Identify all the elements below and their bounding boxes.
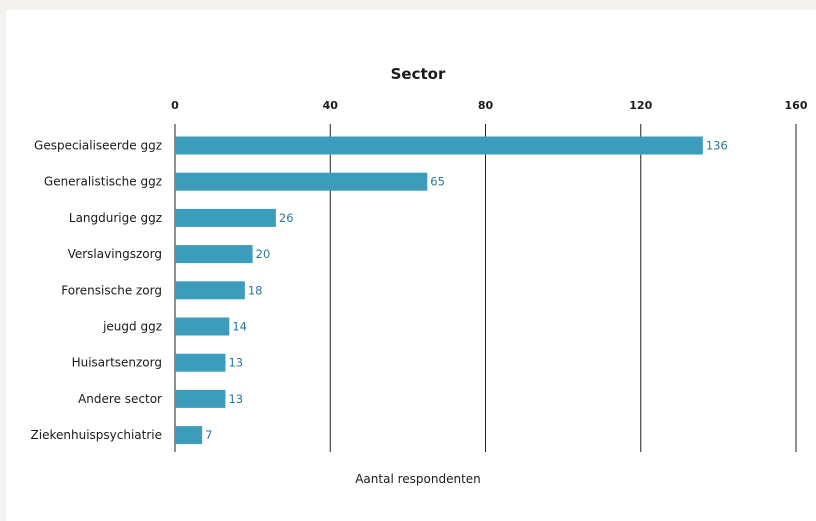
bar	[175, 136, 703, 155]
bar	[175, 426, 203, 445]
category-label: Generalistische ggz	[44, 175, 162, 189]
value-label: 26	[279, 211, 294, 225]
bar	[175, 281, 245, 300]
value-labels: 136 65 26 20 18 14 13 13 7	[205, 139, 728, 443]
x-axis-ticks: 0 40 80 120 160	[171, 99, 808, 112]
category-labels: Gespecialiseerde ggz Generalistische ggz L…	[31, 139, 163, 443]
value-label: 13	[228, 392, 243, 406]
x-tick-label: 80	[478, 99, 494, 112]
x-axis-label: Aantal respondenten	[355, 472, 481, 486]
x-tick-label: 0	[171, 99, 179, 112]
category-label: Langdurige ggz	[69, 211, 162, 225]
category-label: Huisartsenzorg	[72, 356, 162, 370]
chart-title: Sector	[391, 65, 446, 83]
value-label: 20	[256, 247, 271, 261]
value-label: 7	[205, 428, 212, 442]
category-label: Andere sector	[78, 392, 162, 406]
value-label: 65	[430, 175, 445, 189]
bar	[175, 245, 253, 264]
bar	[175, 317, 230, 336]
bar	[175, 353, 226, 372]
category-label: Ziekenhuispsychiatrie	[31, 428, 162, 442]
value-label: 13	[228, 356, 243, 370]
value-label: 18	[248, 283, 263, 297]
value-label: 136	[706, 139, 728, 153]
x-tick-label: 120	[629, 99, 652, 112]
value-label: 14	[232, 320, 247, 334]
bar	[175, 172, 428, 191]
bar-chart: Sector 0 40 80 120 160 Gespecialiseerde ggzG…	[31, 65, 808, 486]
x-tick-label: 160	[785, 99, 808, 112]
category-label: Verslavingszorg	[68, 247, 162, 261]
bars	[175, 136, 703, 445]
category-label: Gespecialiseerde ggz	[34, 139, 162, 153]
bar	[175, 208, 276, 227]
bar	[175, 389, 226, 408]
x-tick-label: 40	[323, 99, 339, 112]
category-label: Forensische zorg	[61, 283, 162, 297]
chart-card: Sector 0 40 80 120 160 Gespecialiseerde ggz G…	[6, 10, 816, 521]
category-label: jeugd ggz	[102, 320, 162, 334]
